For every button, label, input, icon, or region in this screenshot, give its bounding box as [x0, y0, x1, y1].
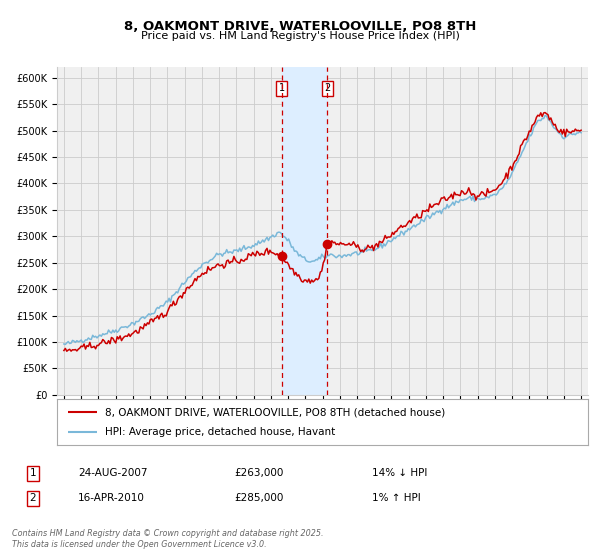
- Text: 1: 1: [279, 83, 285, 94]
- Text: 8, OAKMONT DRIVE, WATERLOOVILLE, PO8 8TH: 8, OAKMONT DRIVE, WATERLOOVILLE, PO8 8TH: [124, 20, 476, 32]
- Text: HPI: Average price, detached house, Havant: HPI: Average price, detached house, Hava…: [105, 427, 335, 437]
- Text: 2: 2: [325, 83, 331, 94]
- Text: 1: 1: [29, 468, 37, 478]
- Text: Contains HM Land Registry data © Crown copyright and database right 2025.
This d: Contains HM Land Registry data © Crown c…: [12, 529, 323, 549]
- Text: Price paid vs. HM Land Registry's House Price Index (HPI): Price paid vs. HM Land Registry's House …: [140, 31, 460, 41]
- Text: £285,000: £285,000: [234, 493, 283, 503]
- Text: 14% ↓ HPI: 14% ↓ HPI: [372, 468, 427, 478]
- Text: 16-APR-2010: 16-APR-2010: [78, 493, 145, 503]
- Bar: [282, 67, 328, 395]
- Text: 8, OAKMONT DRIVE, WATERLOOVILLE, PO8 8TH (detached house): 8, OAKMONT DRIVE, WATERLOOVILLE, PO8 8TH…: [105, 407, 445, 417]
- Text: £263,000: £263,000: [234, 468, 283, 478]
- Text: 24-AUG-2007: 24-AUG-2007: [78, 468, 148, 478]
- Text: 1% ↑ HPI: 1% ↑ HPI: [372, 493, 421, 503]
- Text: 2: 2: [29, 493, 37, 503]
